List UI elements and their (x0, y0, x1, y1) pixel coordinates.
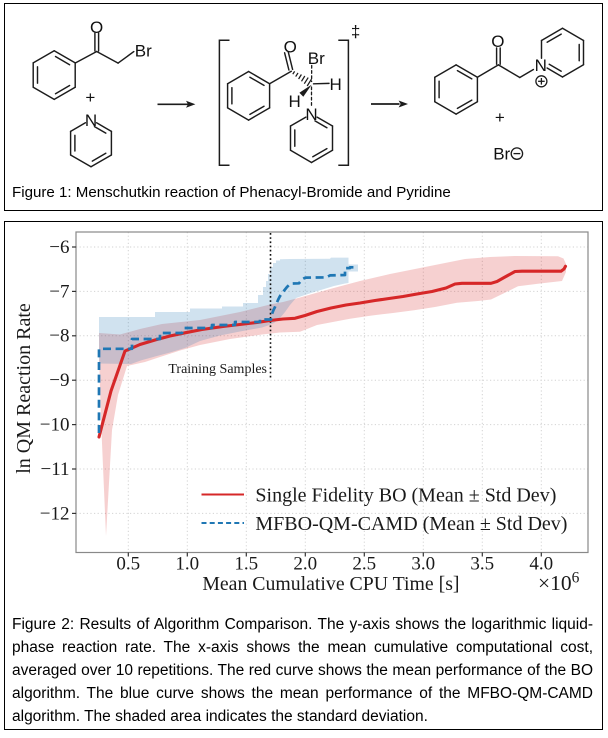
svg-text:−12: −12 (40, 503, 70, 524)
svg-text:−11: −11 (40, 459, 69, 480)
svg-text:−10: −10 (40, 415, 70, 436)
svg-text:3.5: 3.5 (470, 554, 494, 575)
svg-text:−7: −7 (49, 281, 69, 302)
svg-text:+: + (495, 108, 505, 127)
svg-text:N: N (535, 56, 547, 75)
svg-text:Training Samples: Training Samples (168, 362, 267, 377)
svg-text:O: O (491, 32, 504, 51)
svg-text:N: N (85, 111, 97, 130)
svg-text:1.5: 1.5 (234, 554, 258, 575)
svg-text:4.0: 4.0 (529, 554, 553, 575)
svg-text:1.0: 1.0 (175, 554, 199, 575)
svg-text:−6: −6 (49, 237, 69, 258)
svg-text:−9: −9 (49, 370, 69, 391)
svg-text:H: H (330, 75, 342, 94)
svg-text:Mean Cumulative CPU Time [s]: Mean Cumulative CPU Time [s] (202, 573, 459, 595)
svg-text:2.0: 2.0 (293, 554, 317, 575)
svg-text:2.5: 2.5 (352, 554, 376, 575)
svg-text:O: O (90, 18, 103, 37)
svg-text:O: O (284, 37, 297, 56)
svg-text:Br: Br (135, 42, 152, 61)
svg-text:0.5: 0.5 (116, 554, 140, 575)
svg-text:3.0: 3.0 (411, 554, 435, 575)
svg-text:H: H (289, 92, 301, 111)
svg-text:+: + (85, 88, 95, 107)
svg-text:MFBO-QM-CAMD (Mean ± Std Dev): MFBO-QM-CAMD (Mean ± Std Dev) (255, 513, 567, 535)
svg-text:Single Fidelity BO (Mean ± Std: Single Fidelity BO (Mean ± Std Dev) (255, 485, 556, 507)
svg-text:ln QM Reaction Rate: ln QM Reaction Rate (13, 303, 35, 474)
svg-text:N: N (305, 105, 317, 124)
svg-text:−8: −8 (49, 326, 69, 347)
svg-text:‡: ‡ (351, 22, 360, 41)
svg-text:Br: Br (308, 49, 325, 68)
svg-text:×106: ×106 (538, 570, 580, 596)
svg-text:Br: Br (493, 145, 510, 164)
